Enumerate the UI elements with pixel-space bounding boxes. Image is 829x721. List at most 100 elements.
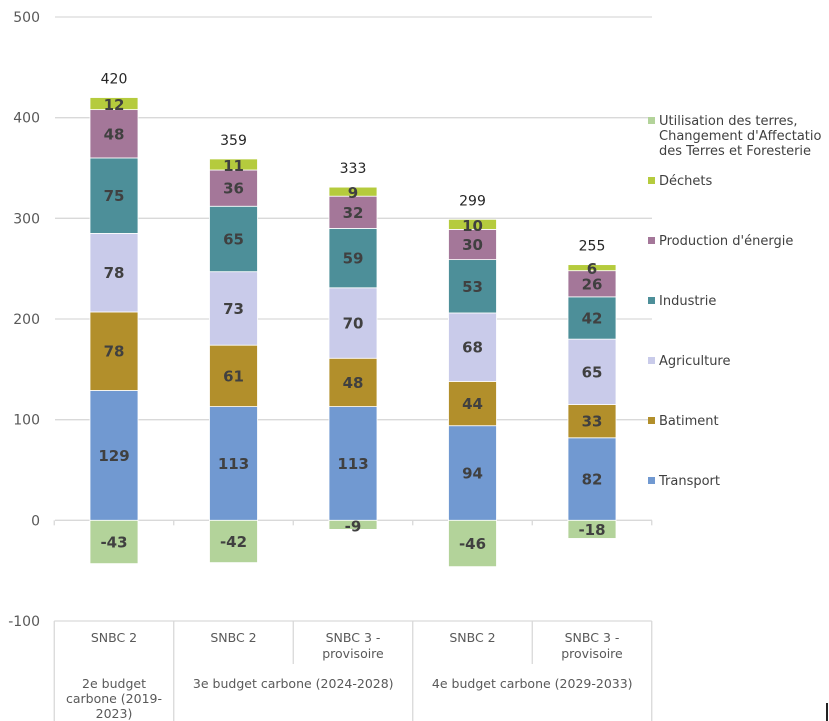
bar-segment	[567, 264, 617, 272]
y-tick-label: 100	[13, 413, 40, 429]
bar-segment	[448, 218, 497, 230]
bar-segment	[448, 229, 497, 261]
legend-label: Industrie	[659, 294, 716, 309]
legend-label: des Terres et Foresterie	[659, 144, 811, 159]
y-tick-label: -100	[8, 614, 40, 630]
data-label: 75	[104, 187, 125, 205]
legend-label: Déchets	[659, 174, 712, 189]
data-label: 36	[223, 180, 244, 198]
bar-segment	[209, 519, 258, 564]
data-label: 61	[223, 367, 244, 385]
data-label: 113	[337, 455, 368, 473]
total-label: 420	[101, 72, 128, 88]
legend-item: Utilisation des terres,Changement d'Affe…	[648, 114, 821, 159]
data-label: 65	[223, 230, 244, 248]
bar-segment	[328, 519, 378, 530]
bar-segment	[209, 344, 258, 407]
y-tick-label: 500	[13, 10, 40, 26]
data-label: 113	[218, 455, 249, 473]
y-tick-label: 200	[13, 312, 40, 328]
legend-swatch	[648, 177, 655, 184]
bar-stack: 113 48 70 59 32 9 -9 333	[328, 161, 378, 535]
bar-segment	[567, 338, 617, 405]
legend-label: Batiment	[659, 414, 719, 429]
category-label: SNBC 3 -	[326, 630, 381, 645]
data-label: 33	[582, 413, 603, 431]
category-label: SNBC 3 -	[565, 630, 620, 645]
data-label: 30	[462, 236, 483, 254]
y-tick-label: 400	[13, 111, 40, 127]
bar-segment	[328, 406, 378, 521]
category-label: SNBC 2	[449, 630, 495, 645]
bar-segment	[89, 109, 139, 159]
category-label: SNBC 2	[91, 630, 137, 645]
data-label: 78	[104, 264, 125, 282]
legend-label: Production d'énergie	[659, 234, 793, 249]
bar-segment	[89, 519, 139, 565]
y-tick-label: 0	[31, 513, 40, 529]
bar-segment	[567, 404, 617, 439]
legend-label: Utilisation des terres,	[659, 114, 798, 129]
bar-segment	[89, 311, 139, 391]
category-label: provisoire	[322, 646, 384, 661]
legend-label: Agriculture	[659, 354, 731, 369]
bar-segment	[567, 437, 617, 521]
bar-segment	[328, 357, 378, 407]
y-axis: -100 0 100 200 300 400 500	[8, 10, 40, 630]
y-tick-label: 300	[13, 211, 40, 227]
legend-item: Industrie	[648, 294, 716, 309]
data-label: -18	[578, 521, 605, 539]
data-label: 82	[582, 471, 603, 489]
data-label: 53	[462, 278, 483, 296]
data-label: 44	[462, 395, 483, 413]
bar-segment	[567, 519, 617, 539]
group-label: carbone (2019-	[66, 691, 162, 706]
data-label: 70	[343, 315, 364, 333]
data-label: 78	[104, 343, 125, 361]
legend-swatch	[648, 357, 655, 364]
bar-segment	[328, 287, 378, 359]
legend-swatch	[648, 477, 655, 484]
data-label: 12	[104, 96, 125, 114]
legend-item: Transport	[648, 474, 720, 489]
bar-segment	[448, 259, 497, 314]
data-label: 6	[587, 260, 597, 278]
data-label: 48	[104, 125, 125, 143]
legend-item: Agriculture	[648, 354, 731, 369]
data-label: 48	[343, 374, 364, 392]
category-label: SNBC 2	[210, 630, 256, 645]
data-label: -46	[459, 535, 486, 553]
legend-item: Batiment	[648, 414, 719, 429]
bar-segment	[328, 227, 378, 289]
group-label: 2023)	[96, 706, 133, 721]
data-label: 42	[582, 309, 603, 327]
data-label: 9	[348, 184, 358, 202]
data-label: 129	[98, 447, 129, 465]
bar-segment	[448, 425, 497, 521]
data-label: 32	[343, 204, 364, 222]
bar-segment	[448, 381, 497, 427]
data-label: 11	[223, 157, 244, 175]
data-label: 10	[462, 217, 483, 235]
legend-item: Déchets	[648, 174, 712, 189]
bar-segment	[328, 195, 378, 229]
legend-swatch	[648, 417, 655, 424]
data-label: 26	[582, 275, 603, 293]
bar-segment	[89, 157, 139, 234]
data-label: -43	[100, 533, 127, 551]
total-label: 333	[340, 161, 367, 177]
bar-segment	[209, 169, 258, 207]
data-label: 68	[462, 339, 483, 357]
bar-segment	[448, 519, 497, 568]
bar-stack: 129 78 78 75 48 12 -43 420	[89, 72, 139, 565]
category-label: provisoire	[561, 646, 623, 661]
legend: Utilisation des terres,Changement d'Affe…	[648, 114, 821, 489]
bar-segment	[209, 406, 258, 521]
data-label: 94	[462, 465, 483, 483]
group-label: 2e budget	[82, 676, 146, 691]
bars: 1297878754812-434201136173653611-4235911…	[89, 72, 617, 568]
group-label: 3e budget carbone (2024-2028)	[193, 676, 394, 691]
legend-label: Transport	[658, 474, 720, 489]
data-label: -42	[220, 533, 247, 551]
bar-segment	[89, 97, 139, 111]
